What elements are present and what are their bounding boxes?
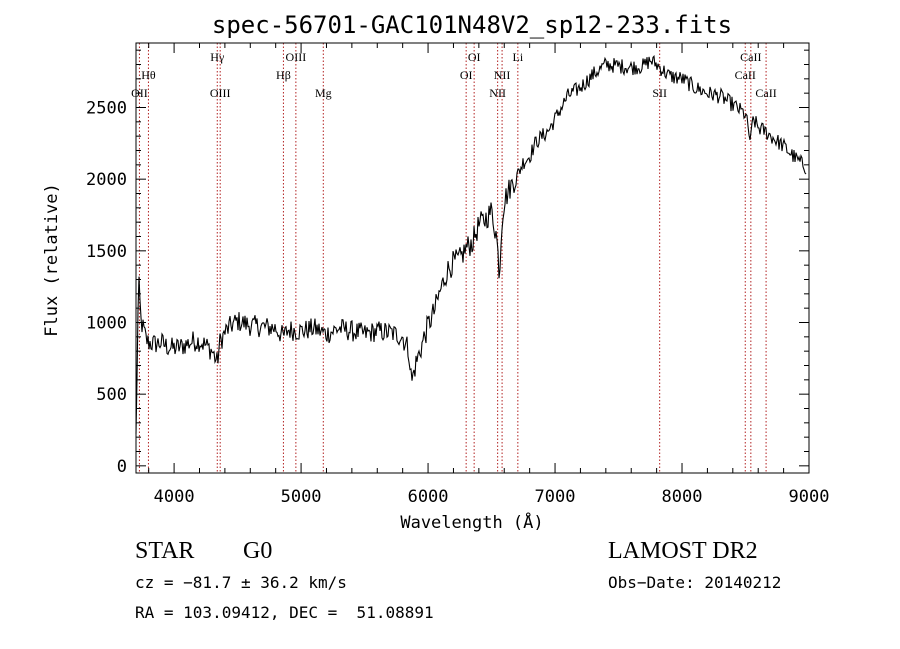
object-subclass: G0	[243, 538, 273, 564]
spectral-line-label: CaII	[735, 68, 756, 82]
x-tick-label: 9000	[789, 487, 830, 507]
spectral-line-label: CaII	[755, 86, 776, 100]
redshift-velocity: cz = −81.7 ± 36.2 km/s	[135, 573, 347, 592]
object-class: STAR	[135, 538, 195, 564]
survey-name: LAMOST DR2	[608, 538, 758, 564]
coordinates: RA = 103.09412, DEC = 51.08891	[135, 603, 434, 622]
x-axis: 4000 5000 6000 7000 8000 9000	[148, 43, 830, 507]
x-tick-label: 6000	[408, 487, 449, 507]
x-tick-label: 5000	[281, 487, 322, 507]
spectral-line-markers: OIIHθHγOIIIHβOIIIMgOIOINIINIILiSIICaIICa…	[131, 43, 777, 473]
observation-date: Obs−Date: 20140212	[608, 573, 782, 592]
spectral-line-label: Hβ	[276, 68, 291, 82]
spectral-line-label: Hθ	[141, 68, 156, 82]
x-tick-label: 4000	[154, 487, 195, 507]
plot-frame	[135, 42, 810, 474]
spectral-line-label: Hγ	[210, 50, 225, 64]
y-tick-label: 1500	[86, 242, 127, 262]
spectral-line-label: NII	[494, 68, 511, 82]
spectral-line-label: Li	[512, 50, 523, 64]
y-tick-label: 500	[96, 385, 127, 405]
y-axis-label: Flux (relative)	[42, 183, 62, 337]
chart-title: spec-56701-GAC101N48V2_sp12-233.fits	[212, 11, 732, 39]
y-tick-label: 0	[117, 457, 127, 477]
spectral-line-label: Mg	[315, 86, 332, 100]
y-tick-label: 2000	[86, 170, 127, 190]
spectral-line-label: CaII	[740, 50, 761, 64]
spectral-line-label: OIII	[210, 86, 231, 100]
spectral-line-label: NII	[489, 86, 506, 100]
y-tick-label: 2500	[86, 99, 127, 119]
spectrum-series-line	[135, 55, 807, 434]
spectral-line-label: OI	[460, 68, 473, 82]
x-tick-label: 8000	[662, 487, 703, 507]
spectral-line-label: SII	[652, 86, 667, 100]
spectral-line-label: OI	[468, 50, 481, 64]
x-axis-label: Wavelength (Å)	[400, 511, 543, 533]
spectral-line-label: OIII	[286, 50, 307, 64]
y-axis: 0 500 1000 1500 2000 2500	[86, 49, 809, 477]
x-tick-label: 7000	[535, 487, 576, 507]
y-tick-label: 1000	[86, 314, 127, 334]
